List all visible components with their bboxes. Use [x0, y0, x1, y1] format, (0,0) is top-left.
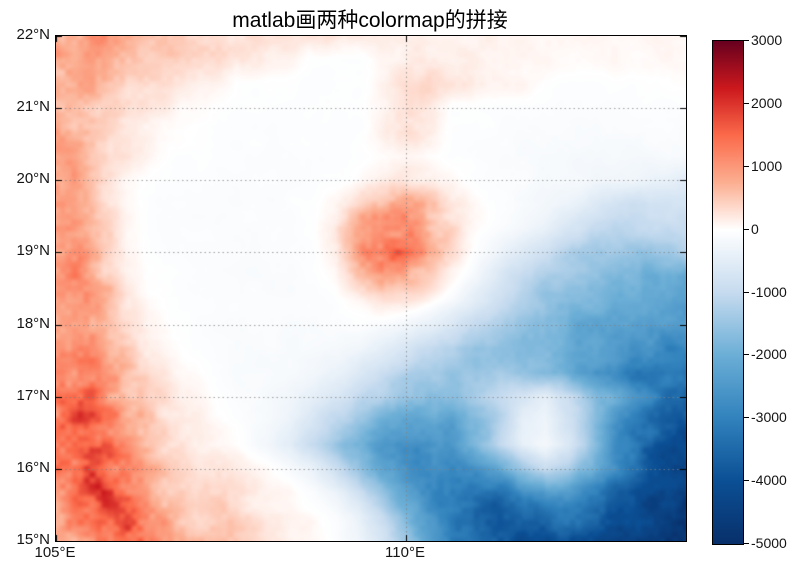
colorbar-tick-label: 0 [751, 220, 759, 237]
y-tick-label: 15°N [16, 531, 50, 548]
colorbar-tick-mark [744, 417, 749, 418]
colorbar-tick-mark [744, 543, 749, 544]
colorbar-tick-label: -3000 [751, 409, 787, 426]
colorbar-tick-label: -4000 [751, 472, 787, 489]
colorbar-tick-label: -1000 [751, 283, 787, 300]
y-tick-label: 16°N [16, 458, 50, 476]
y-tick-label: 17°N [16, 386, 50, 404]
heatmap-canvas [56, 36, 686, 541]
y-tick-label: 21°N [16, 98, 50, 116]
y-tick-label: 18°N [16, 314, 50, 332]
colorbar-tick-label: -2000 [751, 346, 787, 363]
x-tick-label: 105°E [34, 544, 76, 561]
y-tick-label: 22°N [16, 26, 50, 43]
colorbar-tick-mark [744, 40, 749, 41]
colorbar-tick-mark [744, 480, 749, 481]
colorbar-tick-mark [744, 292, 749, 293]
chart-title: matlab画两种colormap的拼接 [232, 9, 508, 32]
colorbar-tick-label: 3000 [751, 32, 783, 48]
colorbar-tick-label: 1000 [751, 157, 783, 174]
colorbar-tick-label: 2000 [751, 94, 783, 111]
x-tick-label: 110°E [385, 544, 425, 561]
map-plot-area [55, 35, 687, 542]
y-tick-label: 19°N [16, 242, 50, 260]
colorbar [712, 40, 744, 545]
colorbar-tick-mark [744, 354, 749, 355]
colorbar-tick-label: -5000 [751, 535, 787, 551]
colorbar-tick-mark [744, 103, 749, 104]
colorbar-tick-mark [744, 166, 749, 167]
y-tick-label: 20°N [16, 170, 50, 188]
colorbar-tick-mark [744, 229, 749, 230]
